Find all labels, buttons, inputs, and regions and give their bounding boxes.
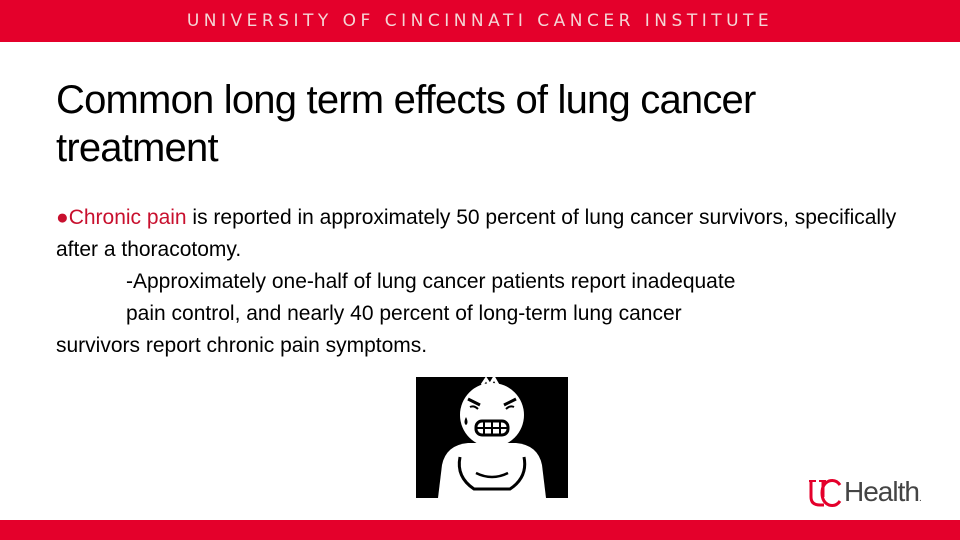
sub-point-line-3: survivors report chronic pain symptoms. <box>56 334 428 357</box>
bottom-bar <box>0 520 960 540</box>
bullet-marker: ● <box>56 206 69 229</box>
slide-body: ●Chronic pain is reported in approximate… <box>56 202 916 362</box>
sub-point-line-2: pain control, and nearly 40 percent of l… <box>126 302 682 325</box>
slide-title: Common long term effects of lung cancer … <box>56 78 756 170</box>
person-in-pain-illustration <box>416 374 568 498</box>
logo-suffix: . <box>918 493 922 504</box>
bullet-highlight: Chronic pain <box>68 206 187 229</box>
top-banner: UNIVERSITY OF CINCINNATI CANCER INSTITUT… <box>0 0 960 42</box>
bullet-text: is reported in approximately 50 percent … <box>56 206 897 261</box>
person-in-pain-icon <box>416 374 568 498</box>
uc-health-logo: Health. <box>808 474 922 510</box>
bullet-paragraph: ●Chronic pain is reported in approximate… <box>56 202 916 266</box>
uc-logo-mark-icon <box>809 479 842 507</box>
sub-point-line-1: -Approximately one-half of lung cancer p… <box>126 270 736 293</box>
logo-wordmark: Health <box>844 476 920 507</box>
institution-name: UNIVERSITY OF CINCINNATI CANCER INSTITUT… <box>186 11 774 31</box>
